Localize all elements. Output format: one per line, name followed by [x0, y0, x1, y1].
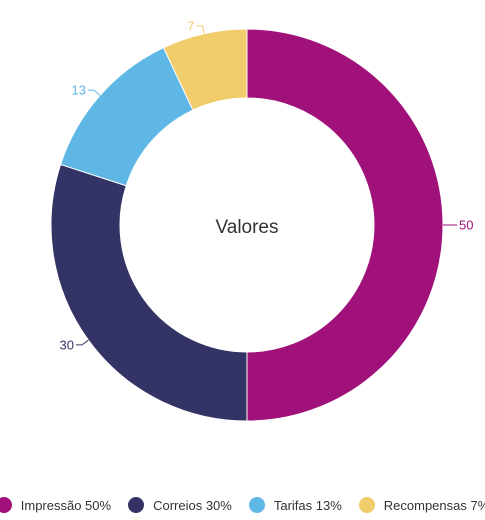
- legend-item-recompensas[interactable]: Recompensas 7%: [358, 497, 485, 513]
- legend: Impressão 50% Correios 30% Tarifas 13% Reco…: [0, 494, 485, 516]
- data-label-impressao: 50: [459, 218, 473, 233]
- legend-swatch: [358, 497, 375, 513]
- legend-swatch: [0, 497, 12, 513]
- donut-slices: [50, 28, 444, 422]
- legend-swatch: [248, 497, 265, 513]
- legend-swatch: [128, 497, 145, 513]
- legend-item-tarifas[interactable]: Tarifas 13%: [248, 497, 342, 513]
- data-labels: 50 30 13 7: [59, 18, 473, 352]
- legend-label: Impressão 50%: [20, 497, 112, 513]
- chart-title: Valores: [215, 217, 278, 238]
- legend-label: Tarifas 13%: [273, 497, 342, 513]
- slice-recompensas[interactable]: [162, 28, 248, 111]
- data-label-tarifas: 13: [72, 83, 86, 98]
- data-label-correios: 30: [59, 337, 73, 352]
- donut-chart: 50 30 13 7 Valores: [50, 18, 473, 422]
- slice-impressao[interactable]: [246, 28, 444, 422]
- data-label-connector: [87, 89, 101, 96]
- slice-correios[interactable]: [50, 163, 248, 422]
- data-label-connector: [196, 25, 205, 34]
- legend-item-correios[interactable]: Correios 30%: [128, 497, 232, 513]
- data-label-connector: [75, 339, 89, 346]
- legend-label: Correios 30%: [153, 497, 232, 513]
- legend-label: Recompensas 7%: [383, 497, 485, 513]
- data-label-recompensas: 7: [187, 18, 194, 33]
- legend-item-impressao[interactable]: Impressão 50%: [0, 497, 111, 513]
